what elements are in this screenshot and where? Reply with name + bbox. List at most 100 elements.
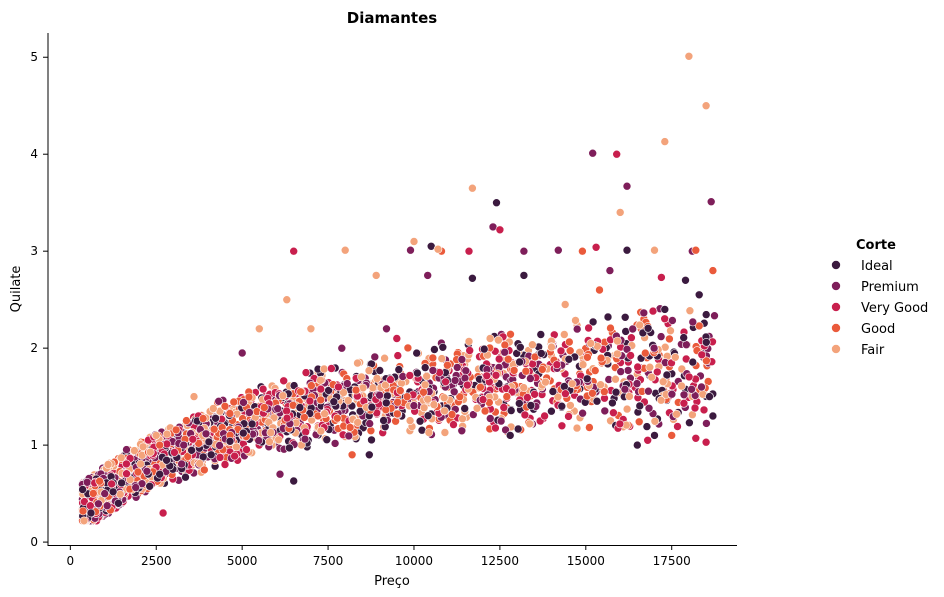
scatter-point	[189, 392, 199, 401]
scatter-cloud-point	[365, 419, 375, 428]
scatter-cloud-point	[634, 417, 644, 427]
scatter-point	[684, 51, 694, 61]
scatter-cloud-point	[572, 324, 582, 334]
scatter-point	[155, 440, 164, 450]
scatter-cloud-point	[640, 348, 650, 358]
scatter-cloud-point	[548, 387, 558, 396]
x-tick-label: 12500	[481, 554, 519, 568]
scatter-cloud-point	[339, 388, 348, 397]
scatter-cloud-point	[343, 396, 353, 405]
scatter-cloud-point	[372, 374, 382, 383]
scatter-cloud-point	[609, 408, 618, 418]
scatter-point	[254, 324, 264, 334]
scatter-cloud-point	[381, 398, 391, 408]
scatter-cloud-point	[381, 380, 390, 390]
scatter-cloud-point	[78, 485, 87, 494]
scatter-cloud-point	[457, 355, 467, 364]
scatter-cloud-point	[239, 398, 248, 407]
scatter-cloud-point	[382, 391, 392, 401]
scatter-cloud-point	[583, 352, 592, 362]
scatter-cloud-point	[198, 414, 208, 423]
scatter-cloud-point	[282, 413, 292, 423]
scatter-cloud-point	[307, 381, 316, 390]
scatter-cloud-point	[611, 374, 620, 384]
legend-marker	[831, 302, 841, 312]
legend-marker	[831, 281, 841, 291]
x-tick-label: 7500	[313, 554, 344, 568]
scatter-cloud-point	[559, 382, 569, 391]
scatter-cloud-point	[620, 384, 630, 394]
scatter-cloud-point	[639, 308, 649, 318]
scatter-cloud-point	[553, 392, 563, 402]
scatter-point	[464, 246, 474, 256]
x-tick-label: 15000	[567, 554, 605, 568]
scatter-cloud-point	[402, 392, 412, 402]
scatter-cloud-point	[316, 426, 326, 436]
scatter-cloud-point	[327, 364, 336, 373]
scatter-point	[681, 275, 690, 285]
scatter-cloud-point	[171, 425, 181, 435]
scatter-cloud-point	[342, 379, 352, 388]
scatter-cloud-point	[656, 395, 666, 405]
scatter-point	[107, 479, 116, 489]
scatter-cloud-point	[485, 334, 495, 343]
scatter-point	[382, 324, 391, 334]
scatter-cloud-point	[419, 387, 428, 397]
scatter-cloud-point	[684, 372, 694, 382]
scatter-cloud-point	[541, 377, 550, 387]
scatter-cloud-point	[351, 385, 361, 395]
scatter-cloud-point	[345, 423, 355, 432]
scatter-cloud-point	[89, 489, 98, 498]
scatter-cloud-point	[405, 416, 415, 425]
scatter-cloud-point	[133, 467, 143, 477]
points-layer	[86, 51, 718, 518]
scatter-cloud-point	[438, 342, 448, 352]
scatter-cloud-point	[464, 337, 474, 346]
y-tick-label: 5	[30, 50, 38, 64]
scatter-point	[505, 431, 515, 440]
scatter-cloud-point	[633, 362, 643, 372]
scatter-point	[560, 300, 570, 309]
scatter-cloud-point	[393, 351, 403, 360]
scatter-cloud-point	[479, 344, 489, 354]
scatter-cloud-point	[440, 406, 449, 416]
scatter-cloud-point	[652, 367, 662, 377]
x-tick-label: 17500	[653, 554, 691, 568]
scatter-cloud-point	[279, 376, 289, 386]
scatter-cloud-point	[662, 370, 672, 380]
scatter-point	[423, 271, 433, 280]
x-ticks: 0 2500 5000 7500 10000 12500 15000 17500	[67, 545, 691, 568]
scatter-point	[495, 225, 505, 235]
scatter-point	[708, 411, 718, 421]
scatter-cloud-point	[702, 356, 711, 366]
x-axis-label: Preço	[374, 574, 410, 589]
scatter-cloud-point	[229, 397, 239, 407]
scatter-point	[615, 208, 625, 217]
scatter-cloud-point	[395, 386, 405, 395]
scatter-cloud-point	[422, 371, 432, 381]
scatter-cloud-point	[681, 340, 691, 350]
scatter-cloud-point	[375, 390, 384, 400]
scatter-cloud-point	[588, 317, 598, 327]
scatter-point	[206, 450, 216, 460]
scatter-cloud-point	[439, 393, 449, 403]
scatter-cloud-point	[460, 404, 470, 413]
legend-marker	[831, 260, 841, 270]
scatter-cloud-point	[420, 363, 430, 372]
scatter-cloud-point	[245, 408, 254, 417]
scatter-cloud-point	[687, 384, 696, 394]
scatter-cloud-point	[530, 389, 539, 399]
scatter-cloud-point	[319, 364, 329, 374]
scatter-cloud-point	[330, 439, 340, 448]
scatter-cloud-point	[603, 312, 613, 322]
scatter-cloud-point	[201, 429, 211, 439]
scatter-point	[468, 273, 477, 283]
scatter-cloud-point	[500, 340, 510, 350]
scatter-cloud-point	[590, 366, 600, 375]
scatter-point	[492, 198, 501, 207]
scatter-cloud-point	[423, 411, 433, 421]
scatter-point	[371, 271, 381, 280]
scatter-cloud-point	[665, 334, 674, 344]
scatter-point	[547, 406, 556, 416]
